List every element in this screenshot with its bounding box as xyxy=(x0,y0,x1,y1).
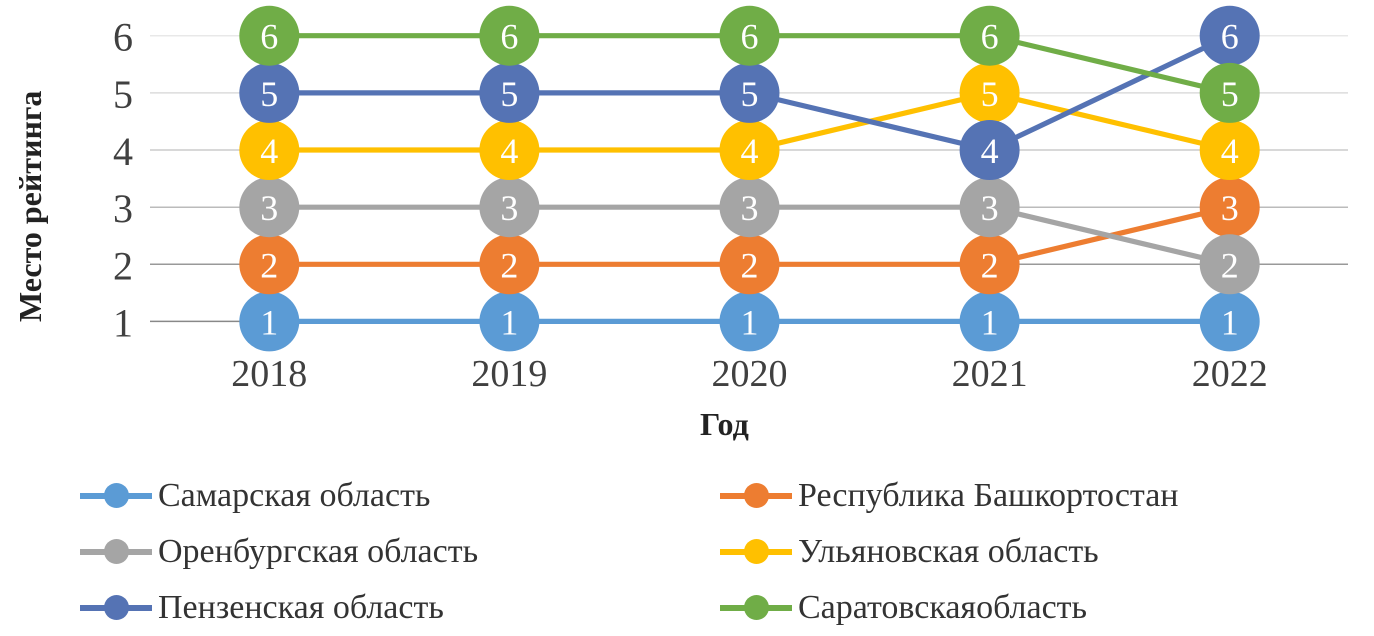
svg-text:4: 4 xyxy=(260,131,278,171)
svg-text:5: 5 xyxy=(741,74,759,114)
svg-text:2019: 2019 xyxy=(471,353,547,395)
svg-text:1: 1 xyxy=(1221,302,1239,342)
svg-text:1: 1 xyxy=(113,300,133,345)
svg-text:6: 6 xyxy=(981,17,999,57)
svg-text:1: 1 xyxy=(981,302,999,342)
svg-text:6: 6 xyxy=(741,17,759,57)
svg-text:5: 5 xyxy=(260,74,278,114)
svg-text:3: 3 xyxy=(981,188,999,228)
svg-text:4: 4 xyxy=(500,131,518,171)
svg-text:5: 5 xyxy=(113,72,133,117)
svg-text:2: 2 xyxy=(260,245,278,285)
svg-text:1: 1 xyxy=(741,302,759,342)
svg-text:6: 6 xyxy=(1221,17,1239,57)
svg-text:5: 5 xyxy=(500,74,518,114)
svg-text:2: 2 xyxy=(500,245,518,285)
svg-text:2: 2 xyxy=(1221,245,1239,285)
svg-text:2020: 2020 xyxy=(712,353,788,395)
svg-text:2021: 2021 xyxy=(952,353,1028,395)
svg-text:3: 3 xyxy=(500,188,518,228)
svg-text:4: 4 xyxy=(741,131,759,171)
svg-text:3: 3 xyxy=(260,188,278,228)
svg-text:2018: 2018 xyxy=(231,353,307,395)
svg-text:3: 3 xyxy=(113,186,133,231)
svg-text:4: 4 xyxy=(113,129,133,174)
svg-text:6: 6 xyxy=(500,17,518,57)
svg-text:1: 1 xyxy=(260,302,278,342)
svg-text:1: 1 xyxy=(500,302,518,342)
svg-text:4: 4 xyxy=(981,131,999,171)
svg-text:3: 3 xyxy=(1221,188,1239,228)
svg-text:3: 3 xyxy=(741,188,759,228)
svg-text:2: 2 xyxy=(981,245,999,285)
svg-text:5: 5 xyxy=(1221,74,1239,114)
svg-text:5: 5 xyxy=(981,74,999,114)
svg-text:2: 2 xyxy=(741,245,759,285)
svg-text:2022: 2022 xyxy=(1192,353,1268,395)
svg-text:6: 6 xyxy=(260,17,278,57)
svg-text:6: 6 xyxy=(113,15,133,60)
svg-text:4: 4 xyxy=(1221,131,1239,171)
svg-text:2: 2 xyxy=(113,243,133,288)
